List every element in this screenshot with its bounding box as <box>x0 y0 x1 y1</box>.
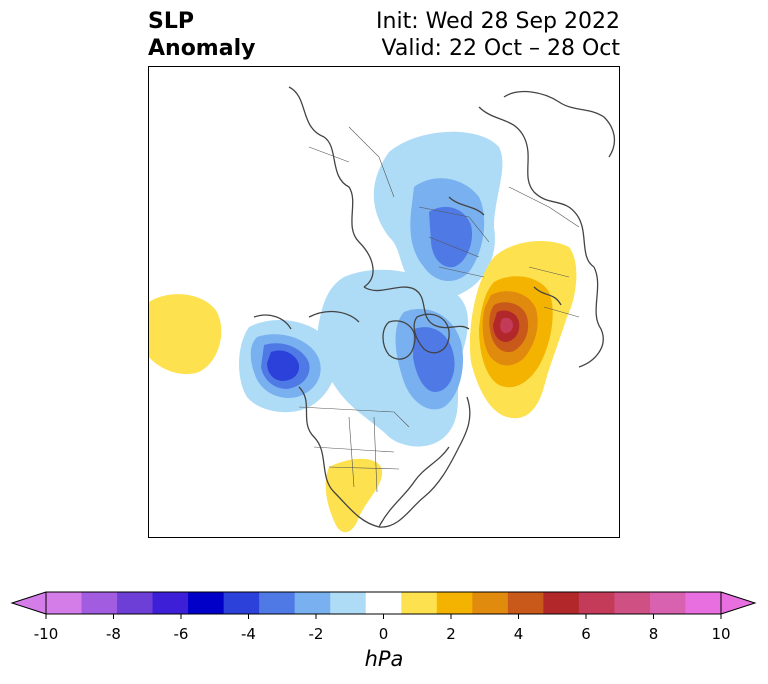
negative-anomaly-alaska <box>239 319 338 413</box>
map-panel <box>148 66 620 538</box>
colorbar-tick-label: -10 <box>33 625 59 643</box>
colorbar-tick-label: -2 <box>308 625 324 643</box>
colorbar-over-triangle <box>721 592 755 614</box>
negative-anomaly-siberia <box>373 131 503 298</box>
colorbar-tick-label: -4 <box>241 625 256 643</box>
colorbar-cell <box>117 592 154 614</box>
anomaly-map <box>149 86 616 533</box>
colorbar-cell <box>401 592 438 614</box>
colorbar <box>10 591 757 619</box>
colorbar-cell <box>223 592 260 614</box>
colorbar-cell <box>543 592 580 614</box>
colorbar-cell <box>685 592 722 614</box>
colorbar-cell <box>649 592 686 614</box>
forecast-dates: Init: Wed 28 Sep 2022 Valid: 22 Oct – 28… <box>376 8 620 62</box>
title-line-2: Anomaly <box>148 36 256 61</box>
colorbar-cell <box>294 592 331 614</box>
positive-anomaly-north-atlantic <box>469 241 577 419</box>
colorbar-cell <box>472 592 509 614</box>
colorbar-cell <box>578 592 615 614</box>
positive-anomaly-south-central-us <box>325 458 383 533</box>
colorbar-cell <box>436 592 473 614</box>
colorbar-cell <box>188 592 225 614</box>
colorbar-cell <box>330 592 367 614</box>
init-date: Init: Wed 28 Sep 2022 <box>376 9 620 34</box>
colorbar-under-triangle <box>12 592 46 614</box>
colorbar-tick-label: 2 <box>446 625 456 643</box>
colorbar-cell <box>259 592 296 614</box>
colorbar-tick-label: 0 <box>378 625 389 643</box>
colorbar-tick-label: 10 <box>711 625 731 643</box>
colorbar-under-outline <box>10 591 47 615</box>
colorbar-tick-label: 6 <box>581 625 591 643</box>
colorbar-cell <box>507 592 544 614</box>
colorbar-units: hPa <box>364 647 404 671</box>
colorbar-cell <box>614 592 651 614</box>
colorbar-tick-label: 4 <box>513 625 524 643</box>
colorbar-cell <box>152 592 189 614</box>
positive-anomaly-north-pacific <box>149 294 222 375</box>
colorbar-tick-label: 8 <box>648 625 659 643</box>
map-title: SLP Anomaly <box>148 8 255 62</box>
political-borders <box>298 126 580 493</box>
colorbar-cell <box>365 592 402 614</box>
colorbar-cell <box>46 592 83 614</box>
valid-date-range: Valid: 22 Oct – 28 Oct <box>381 36 620 61</box>
colorbar-cell <box>81 592 118 614</box>
colorbar-over-outline <box>720 591 757 615</box>
title-line-1: SLP <box>148 9 194 34</box>
coastlines <box>253 86 616 528</box>
colorbar-tick-label: -8 <box>106 625 121 643</box>
colorbar-tick-label: -6 <box>173 625 189 643</box>
